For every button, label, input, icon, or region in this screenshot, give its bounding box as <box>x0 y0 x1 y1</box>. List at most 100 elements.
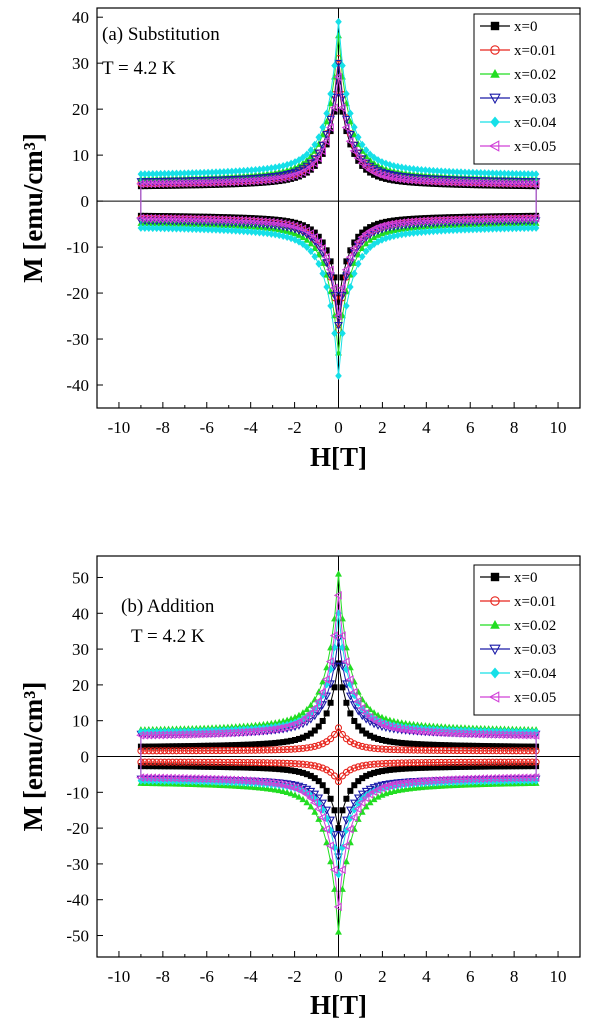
data-point <box>496 758 505 766</box>
data-point <box>406 746 414 754</box>
data-point <box>440 177 449 187</box>
data-point <box>378 768 385 775</box>
data-point <box>204 225 212 234</box>
data-point <box>508 747 516 755</box>
data-point <box>327 735 335 743</box>
data-point <box>303 224 310 231</box>
data-point <box>493 758 501 766</box>
data-point <box>515 179 524 189</box>
data-point <box>335 17 342 26</box>
data-point <box>347 141 354 148</box>
data-point <box>449 758 457 766</box>
data-point <box>524 776 532 785</box>
data-point <box>153 747 161 755</box>
data-point <box>382 737 389 744</box>
legend-label: x=0.04 <box>514 115 557 131</box>
data-point <box>370 233 378 241</box>
data-point <box>187 214 196 224</box>
data-point <box>211 774 220 784</box>
series-x=0.04 <box>137 17 540 380</box>
data-point <box>422 741 429 748</box>
data-point <box>396 724 405 734</box>
data-point <box>528 747 536 755</box>
data-point <box>260 229 267 237</box>
data-point <box>374 161 382 169</box>
data-point <box>515 730 524 740</box>
data-point <box>315 815 323 822</box>
y-tick-label: -20 <box>66 284 89 303</box>
data-point <box>264 229 271 238</box>
data-point <box>159 773 168 783</box>
data-point <box>192 747 200 755</box>
data-point <box>499 214 508 224</box>
data-point <box>196 758 204 766</box>
data-point <box>251 759 260 767</box>
data-point <box>188 225 196 233</box>
data-point <box>215 177 224 187</box>
data-point <box>454 742 461 749</box>
data-point <box>487 773 496 783</box>
legend-label: x=0 <box>514 19 537 35</box>
data-point <box>441 746 449 755</box>
data-point <box>295 711 303 718</box>
data-point <box>148 214 157 223</box>
data-point <box>252 741 259 748</box>
data-point <box>406 229 413 238</box>
data-point <box>319 123 326 132</box>
data-point <box>398 759 406 767</box>
data-point <box>176 758 184 766</box>
data-point <box>382 218 389 225</box>
data-point <box>327 795 334 802</box>
data-point <box>483 729 492 739</box>
data-point <box>255 746 264 754</box>
data-point <box>398 765 405 772</box>
data-point <box>236 764 243 771</box>
data-point <box>192 225 200 234</box>
data-point <box>228 226 236 235</box>
data-point <box>398 739 405 746</box>
data-point <box>408 217 417 226</box>
data-point <box>288 218 295 225</box>
data-point <box>452 775 461 784</box>
data-point <box>283 160 291 169</box>
data-point <box>315 157 322 164</box>
data-point <box>255 759 264 767</box>
data-point <box>497 224 504 233</box>
data-point <box>457 225 465 234</box>
y-axis-label: M [emu/cm³] <box>18 682 48 832</box>
data-point <box>234 775 243 785</box>
data-point <box>345 824 354 834</box>
data-point <box>410 765 417 772</box>
data-point <box>246 776 255 786</box>
data-point <box>191 774 200 784</box>
data-point <box>307 166 314 173</box>
data-point <box>461 225 469 234</box>
data-point <box>394 217 401 224</box>
data-point <box>203 214 212 224</box>
data-point <box>275 162 283 171</box>
data-point <box>497 763 504 770</box>
data-point <box>493 743 500 750</box>
y-tick-label: 30 <box>72 54 89 73</box>
data-point <box>306 229 315 239</box>
data-point <box>378 745 386 753</box>
data-point <box>136 730 145 740</box>
data-point <box>240 741 247 748</box>
data-point <box>302 226 311 236</box>
data-point <box>417 759 426 767</box>
data-point <box>527 179 536 189</box>
data-point <box>524 170 532 178</box>
data-point <box>159 179 168 188</box>
data-point <box>457 168 465 177</box>
data-point <box>485 763 492 770</box>
data-point <box>394 739 401 746</box>
data-point <box>238 776 247 785</box>
data-point <box>294 717 303 727</box>
data-point <box>171 214 180 224</box>
data-point <box>505 224 512 233</box>
data-point <box>165 169 172 178</box>
data-point <box>181 169 188 178</box>
data-point <box>456 215 465 224</box>
data-point <box>258 726 267 735</box>
data-point <box>450 764 457 771</box>
